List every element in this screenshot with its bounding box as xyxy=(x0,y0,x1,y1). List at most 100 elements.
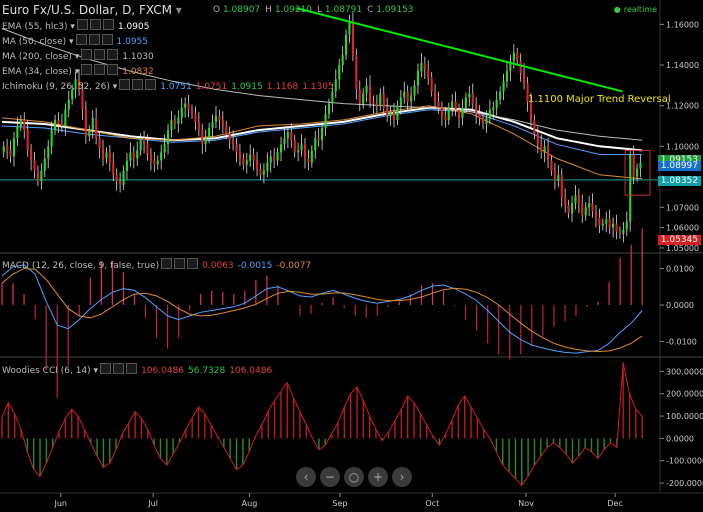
candle-body xyxy=(78,79,81,90)
legend-value: 1.1305 xyxy=(302,82,334,92)
candle-body xyxy=(190,109,193,114)
close-icon[interactable] xyxy=(107,49,119,60)
zoom-in-button[interactable]: + xyxy=(368,467,388,487)
gear-icon[interactable] xyxy=(94,49,106,60)
candle-body xyxy=(485,117,488,124)
candle-body xyxy=(273,156,276,161)
candle-body xyxy=(201,130,204,145)
candle-body xyxy=(372,101,375,104)
candle-body xyxy=(194,113,197,122)
candle-body xyxy=(488,109,491,118)
eye-icon[interactable] xyxy=(76,19,88,30)
indicator-legend-row[interactable]: MA (200, close) ▾ 1.1030 xyxy=(2,49,154,62)
eye-icon[interactable] xyxy=(81,64,93,75)
candle-body xyxy=(170,119,173,131)
candle-body xyxy=(242,158,245,165)
scroll-left-button[interactable]: ‹ xyxy=(296,467,316,487)
gear-icon[interactable] xyxy=(132,79,144,90)
candle-body xyxy=(132,152,135,159)
eye-icon[interactable] xyxy=(75,34,87,45)
macd-legend: MACD (12, 26, close, 9, false, true) 0.00… xyxy=(2,258,311,271)
indicator-legend-row[interactable]: EMA (34, close) ▾ 1.0832 xyxy=(2,64,154,77)
candle-body xyxy=(197,121,200,130)
candle-body xyxy=(115,174,118,181)
candle-body xyxy=(125,160,128,171)
legend-value: 1.0751 xyxy=(160,82,192,92)
cci-label: Woodies CCI (6, 14) ▾ xyxy=(2,366,99,376)
candle-body xyxy=(375,103,378,106)
gear-icon[interactable] xyxy=(89,19,101,30)
gear-icon[interactable] xyxy=(113,363,125,374)
candle-body xyxy=(588,203,591,208)
candle-body xyxy=(160,152,163,161)
close-icon[interactable] xyxy=(126,363,138,374)
candle-body xyxy=(252,154,255,161)
close-icon[interactable] xyxy=(107,64,119,75)
candle-body xyxy=(410,95,413,102)
candle-body xyxy=(447,107,450,120)
candle-body xyxy=(574,195,577,204)
candle-body xyxy=(211,121,214,128)
candle-body xyxy=(612,223,615,228)
reset-zoom-button[interactable]: ○ xyxy=(344,467,364,487)
legend-value: 1.0751 xyxy=(195,82,228,92)
candle-body xyxy=(149,154,152,161)
candle-body xyxy=(392,111,395,120)
gear-icon[interactable] xyxy=(174,258,186,269)
candle-body xyxy=(232,140,235,145)
candle-body xyxy=(334,79,337,92)
candle-body xyxy=(163,144,166,153)
candle-body xyxy=(533,119,536,135)
candle-body xyxy=(557,174,560,181)
indicator-legend-row[interactable]: MA (50, close) ▾ 1.0955 xyxy=(2,34,148,47)
candle-body xyxy=(153,160,156,165)
candle-body xyxy=(564,197,567,206)
candle-body xyxy=(471,93,474,104)
symbol-dropdown-icon[interactable]: ▾ xyxy=(175,3,182,17)
trend-line xyxy=(296,7,623,93)
cci-tick-label: 200.0000 xyxy=(666,390,703,399)
candle-body xyxy=(108,152,111,163)
candle-body xyxy=(245,160,248,165)
close-icon[interactable] xyxy=(145,79,157,90)
candle-body xyxy=(369,85,372,102)
candle-body xyxy=(221,119,224,126)
zoom-out-button[interactable]: − xyxy=(320,467,340,487)
trend-annotation[interactable]: 1.1100 Major Trend Reversal xyxy=(528,94,671,105)
ohlc-key: H xyxy=(265,5,275,15)
candle-body xyxy=(204,138,207,145)
indicator-legend-row[interactable]: Ichimoku (9, 26, 52, 26) ▾ 1.0751 1.0751 1.… xyxy=(2,79,334,92)
gear-icon[interactable] xyxy=(94,64,106,75)
legend-value: 1.0905 xyxy=(117,22,150,32)
close-icon[interactable] xyxy=(102,19,114,30)
candle-body xyxy=(536,134,539,145)
candle-body xyxy=(276,152,279,161)
candle-body xyxy=(577,195,580,204)
price-tick-label: 1.06000 xyxy=(666,224,699,233)
gear-icon[interactable] xyxy=(88,34,100,45)
candle-body xyxy=(403,91,406,98)
candle-body xyxy=(516,52,519,61)
candle-body xyxy=(351,22,354,55)
candle-body xyxy=(314,138,317,151)
ohlc-value: 1.08791 xyxy=(324,5,363,15)
candle-body xyxy=(143,138,146,145)
candle-body xyxy=(420,63,423,72)
eye-icon[interactable] xyxy=(100,363,112,374)
candle-body xyxy=(331,91,334,104)
cci-tick-label: 300.0000 xyxy=(666,367,703,376)
close-icon[interactable] xyxy=(101,34,113,45)
candle-body xyxy=(475,103,478,114)
eye-icon[interactable] xyxy=(81,49,93,60)
candle-body xyxy=(362,93,365,104)
eye-icon[interactable] xyxy=(119,79,131,90)
macd-tick-label: 0.0100 xyxy=(666,265,694,274)
eye-icon[interactable] xyxy=(161,258,173,269)
scroll-right-button[interactable]: › xyxy=(392,467,412,487)
candle-body xyxy=(310,150,313,163)
indicator-legend-row[interactable]: EMA (55, hlc3) ▾ 1.0905 xyxy=(2,19,149,32)
candle-body xyxy=(71,89,74,100)
close-icon[interactable] xyxy=(187,258,199,269)
